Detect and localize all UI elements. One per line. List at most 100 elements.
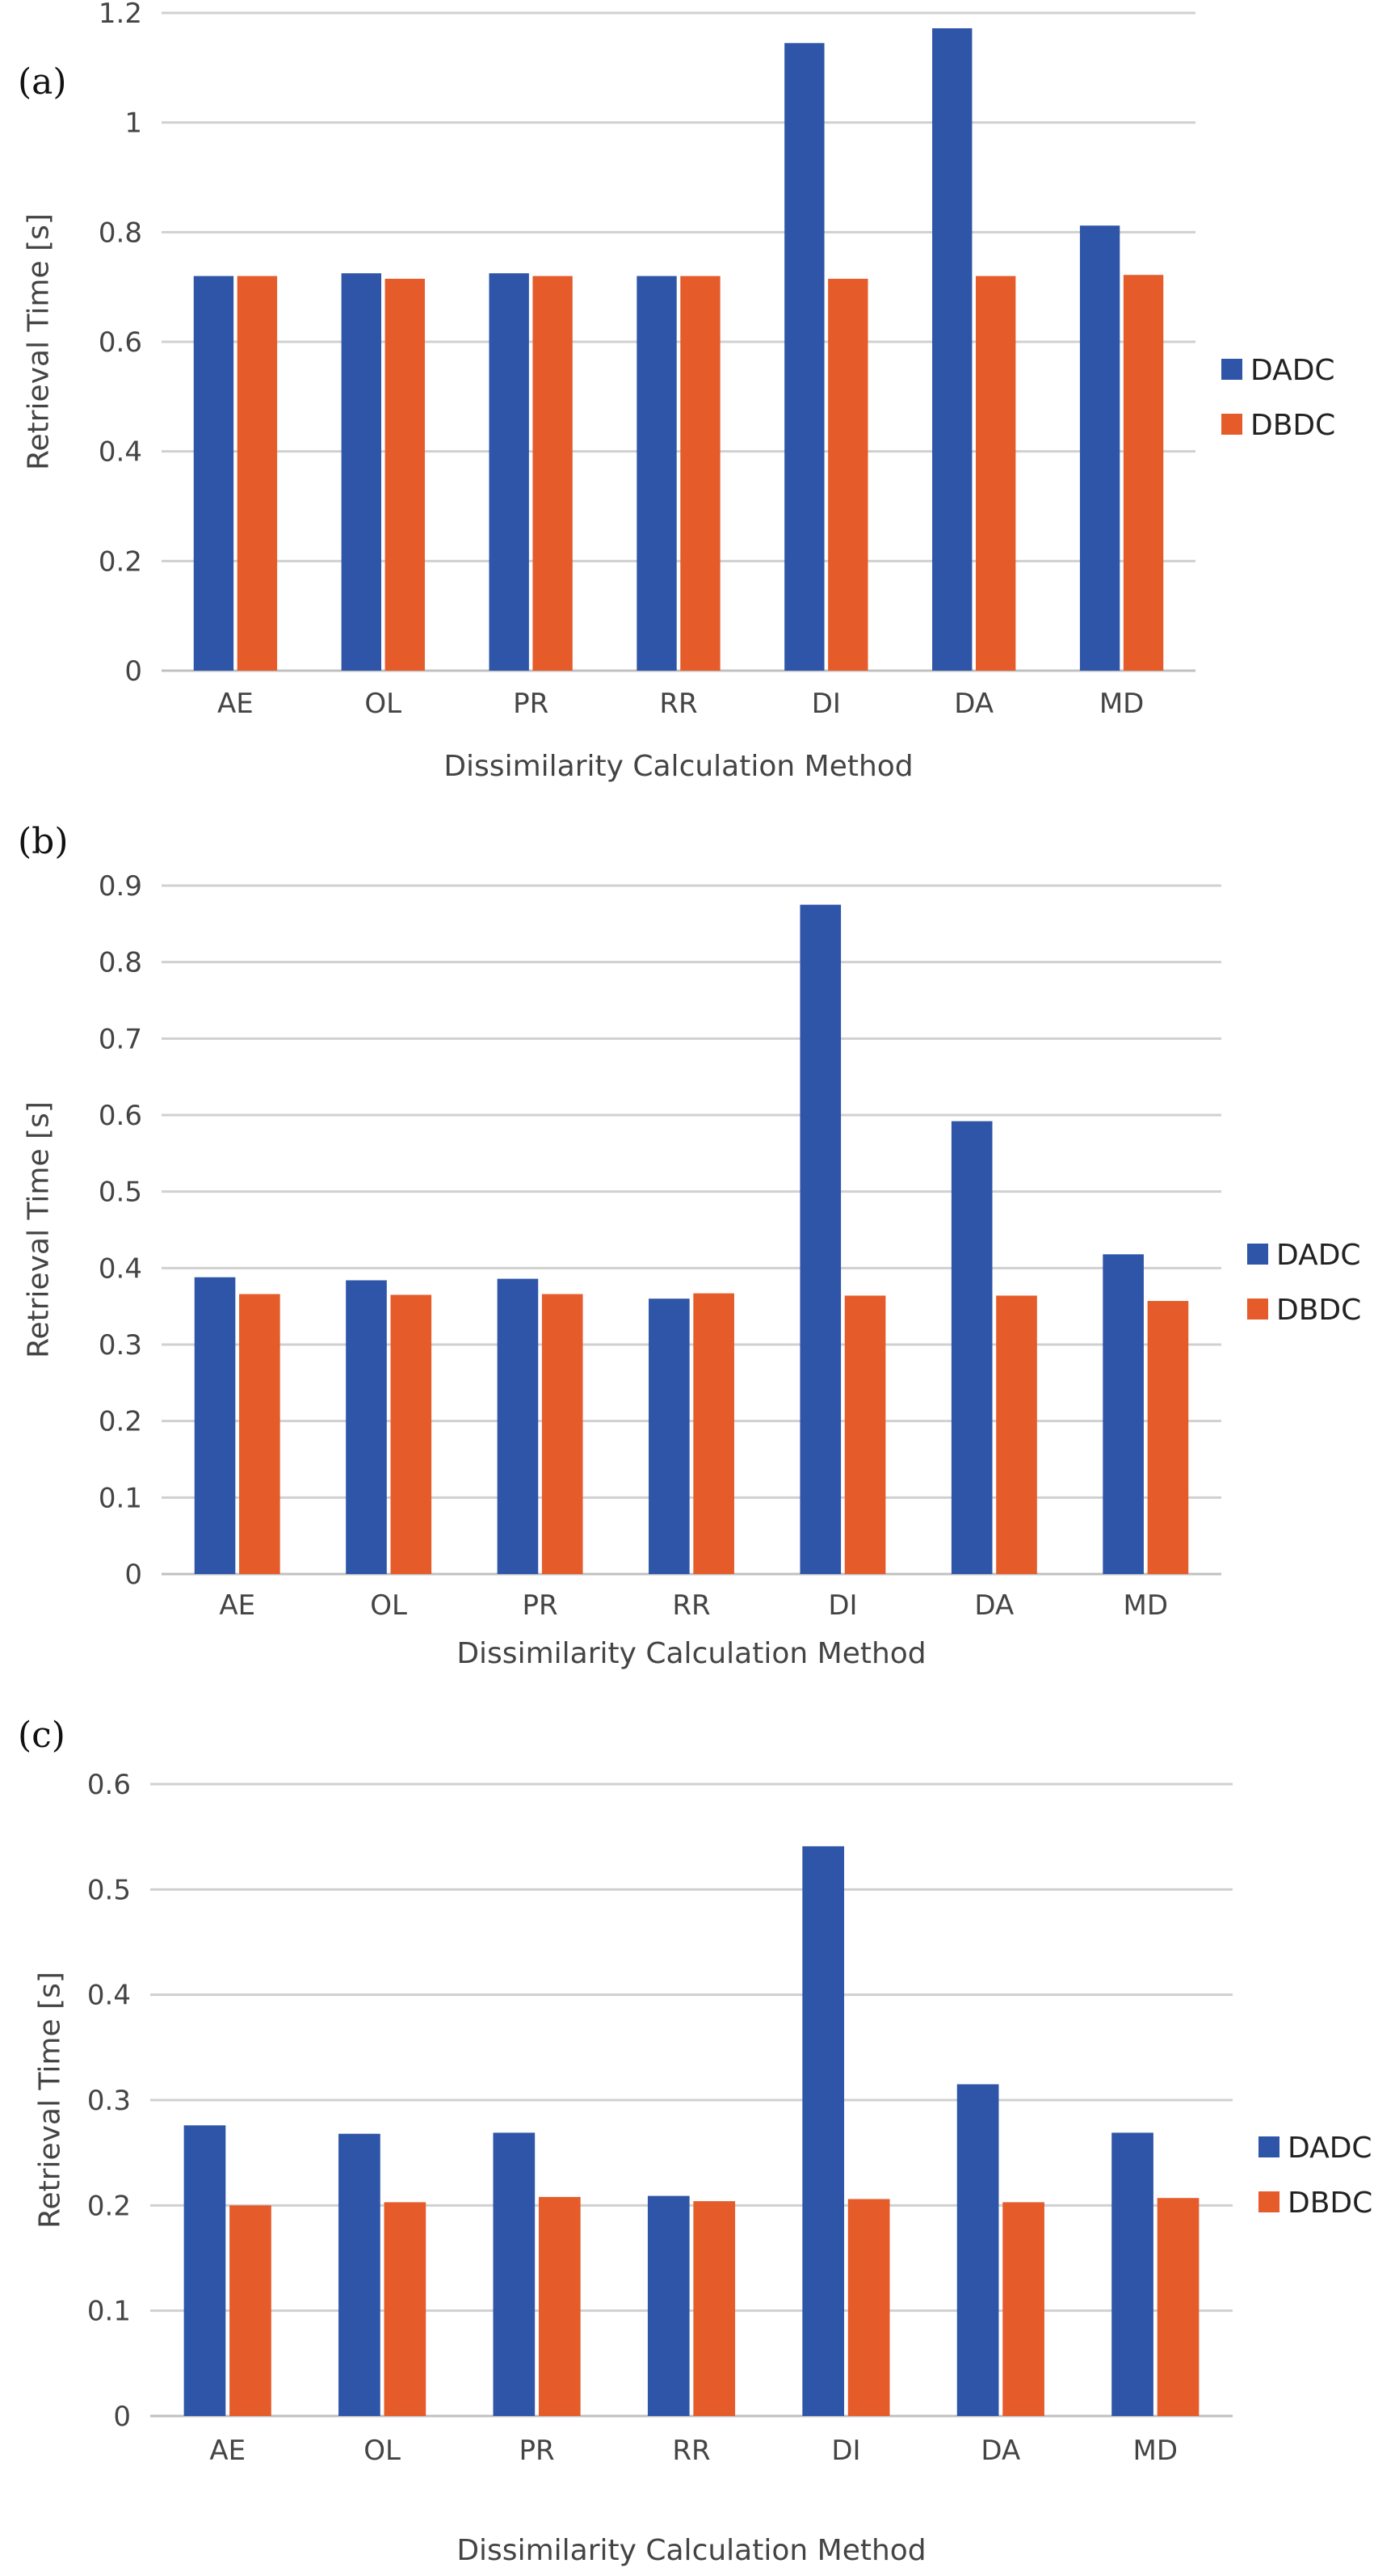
y-tick-label: 0.7 (99, 1023, 142, 1055)
x-tick-label: DA (981, 2435, 1020, 2467)
bar-dadc-ol (346, 1280, 387, 1574)
y-tick-label: 0.1 (99, 1482, 142, 1514)
bar-dbdc-ol (384, 2202, 426, 2416)
bar-dbdc-ol (384, 278, 425, 671)
y-tick-label: 0.4 (87, 1980, 131, 2012)
bar-dbdc-pr (538, 2196, 581, 2416)
x-tick-label: AE (219, 1589, 255, 1622)
panel-label: (c) (18, 1715, 65, 1756)
y-tick-label: 0.8 (99, 947, 142, 979)
x-tick-label: MD (1133, 2435, 1179, 2467)
bar-dbdc-rr (693, 1293, 734, 1574)
x-tick-label: PR (519, 2435, 555, 2467)
x-tick-label: DI (828, 1589, 857, 1622)
legend-label-dbdc: DBDC (1250, 409, 1335, 442)
x-axis-title: Dissimilarity Calculation Method (443, 750, 913, 783)
y-tick-label: 0.3 (87, 2085, 131, 2117)
y-tick-label: 0.8 (99, 217, 142, 249)
x-tick-label: RR (672, 1589, 710, 1622)
chart-panel-2: (b) 0 0.1 0.2 0.3 0.4 0.5 0.6 0.7 0.8 0.9 AE OL PR RR D… (18, 821, 1361, 1670)
y-axis-title: Retrieval Time [s] (23, 1101, 56, 1358)
bar-dbdc-md (1147, 1301, 1189, 1574)
bar-dbdc-ol (390, 1294, 432, 1574)
bar-dbdc-md (1123, 275, 1164, 671)
y-tick-label: 0.4 (99, 436, 142, 469)
y-axis-title: Retrieval Time [s] (34, 1972, 67, 2229)
y-tick-label: 0.2 (87, 2190, 131, 2222)
y-tick-label: 0.5 (87, 1874, 131, 1906)
legend-label-dadc: DADC (1276, 1239, 1361, 1272)
panel-label: (a) (18, 61, 67, 103)
x-tick-label: DA (954, 688, 994, 720)
legend-swatch-dadc (1258, 2136, 1279, 2157)
bar-dbdc-pr (532, 276, 573, 671)
bar-dbdc-ae (239, 1294, 280, 1574)
y-tick-label: 0.2 (99, 1406, 142, 1438)
bar-dbdc-da (996, 1295, 1037, 1574)
y-tick-label: 0.4 (99, 1252, 142, 1285)
legend-label-dadc: DADC (1250, 354, 1335, 387)
bar-dbdc-di (844, 1295, 886, 1574)
y-tick-label: 1 (124, 107, 142, 140)
bar-dadc-rr (649, 1299, 690, 1574)
x-tick-label: DI (812, 688, 841, 720)
bar-dadc-rr (647, 2195, 690, 2416)
bar-dadc-md (1079, 225, 1120, 671)
y-axis-title: Retrieval Time [s] (23, 213, 56, 470)
chart-panel-1: (a) 0 0.2 0.4 0.6 0.8 1 1.2 AE OL PR RR DI DA MD Dissim… (18, 0, 1335, 783)
y-tick-label: 1.2 (99, 0, 142, 30)
bar-dadc-di (800, 904, 842, 1574)
x-tick-label: PR (513, 688, 548, 720)
chart-panel-3: (c) 0 0.1 0.2 0.3 0.4 0.5 0.6 AE OL PR RR DI DA MD Diss… (18, 1715, 1372, 2567)
x-tick-label: DI (831, 2435, 860, 2467)
x-axis-title: Dissimilarity Calculation Method (456, 2534, 926, 2567)
bar-dadc-da (951, 1121, 993, 1574)
y-tick-label: 0.6 (87, 1769, 131, 1801)
legend-swatch-dbdc (1247, 1299, 1268, 1320)
bar-dadc-da (932, 27, 973, 671)
bar-dadc-md (1103, 1254, 1144, 1574)
bar-dadc-ol (338, 2133, 380, 2416)
bar-dbdc-da (1002, 2202, 1044, 2416)
bar-dadc-ae (194, 1277, 236, 1574)
bar-dadc-md (1111, 2132, 1153, 2416)
x-tick-label: RR (659, 688, 697, 720)
x-tick-label: RR (672, 2435, 710, 2467)
y-tick-label: 0 (124, 1559, 142, 1591)
bar-dadc-ae (183, 2125, 226, 2416)
bar-dadc-di (784, 43, 825, 671)
bar-dadc-da (956, 2084, 999, 2416)
x-tick-label: DA (974, 1589, 1014, 1622)
bar-dadc-pr (493, 2132, 536, 2416)
x-tick-label: MD (1124, 1589, 1169, 1622)
bar-dbdc-rr (680, 276, 721, 671)
y-tick-label: 0.6 (99, 326, 142, 359)
bar-dadc-di (802, 1846, 845, 2416)
legend-label-dbdc: DBDC (1276, 1294, 1361, 1327)
y-tick-label: 0 (124, 655, 142, 688)
x-tick-label: AE (217, 688, 254, 720)
y-tick-label: 0.3 (99, 1329, 142, 1362)
bar-dbdc-ae (237, 276, 278, 671)
legend-swatch-dadc (1221, 359, 1242, 380)
bar-dbdc-md (1157, 2198, 1200, 2416)
bar-dbdc-rr (693, 2201, 736, 2416)
x-tick-label: OL (370, 1589, 407, 1622)
legend-swatch-dbdc (1258, 2191, 1279, 2212)
bar-dadc-ol (341, 273, 381, 671)
bar-dbdc-pr (541, 1294, 583, 1574)
bar-dbdc-da (976, 276, 1016, 671)
legend-label-dbdc: DBDC (1288, 2187, 1372, 2220)
bar-dbdc-di (847, 2199, 890, 2416)
y-tick-label: 0.6 (99, 1100, 142, 1132)
bar-dadc-pr (497, 1278, 539, 1574)
x-tick-label: MD (1099, 688, 1145, 720)
x-axis-title: Dissimilarity Calculation Method (456, 1637, 926, 1670)
bar-dadc-ae (193, 276, 234, 671)
legend-label-dadc: DADC (1288, 2132, 1372, 2165)
x-tick-label: AE (209, 2435, 246, 2467)
y-tick-label: 0 (113, 2401, 131, 2433)
panel-label: (b) (18, 821, 69, 862)
bar-dadc-pr (489, 273, 529, 671)
